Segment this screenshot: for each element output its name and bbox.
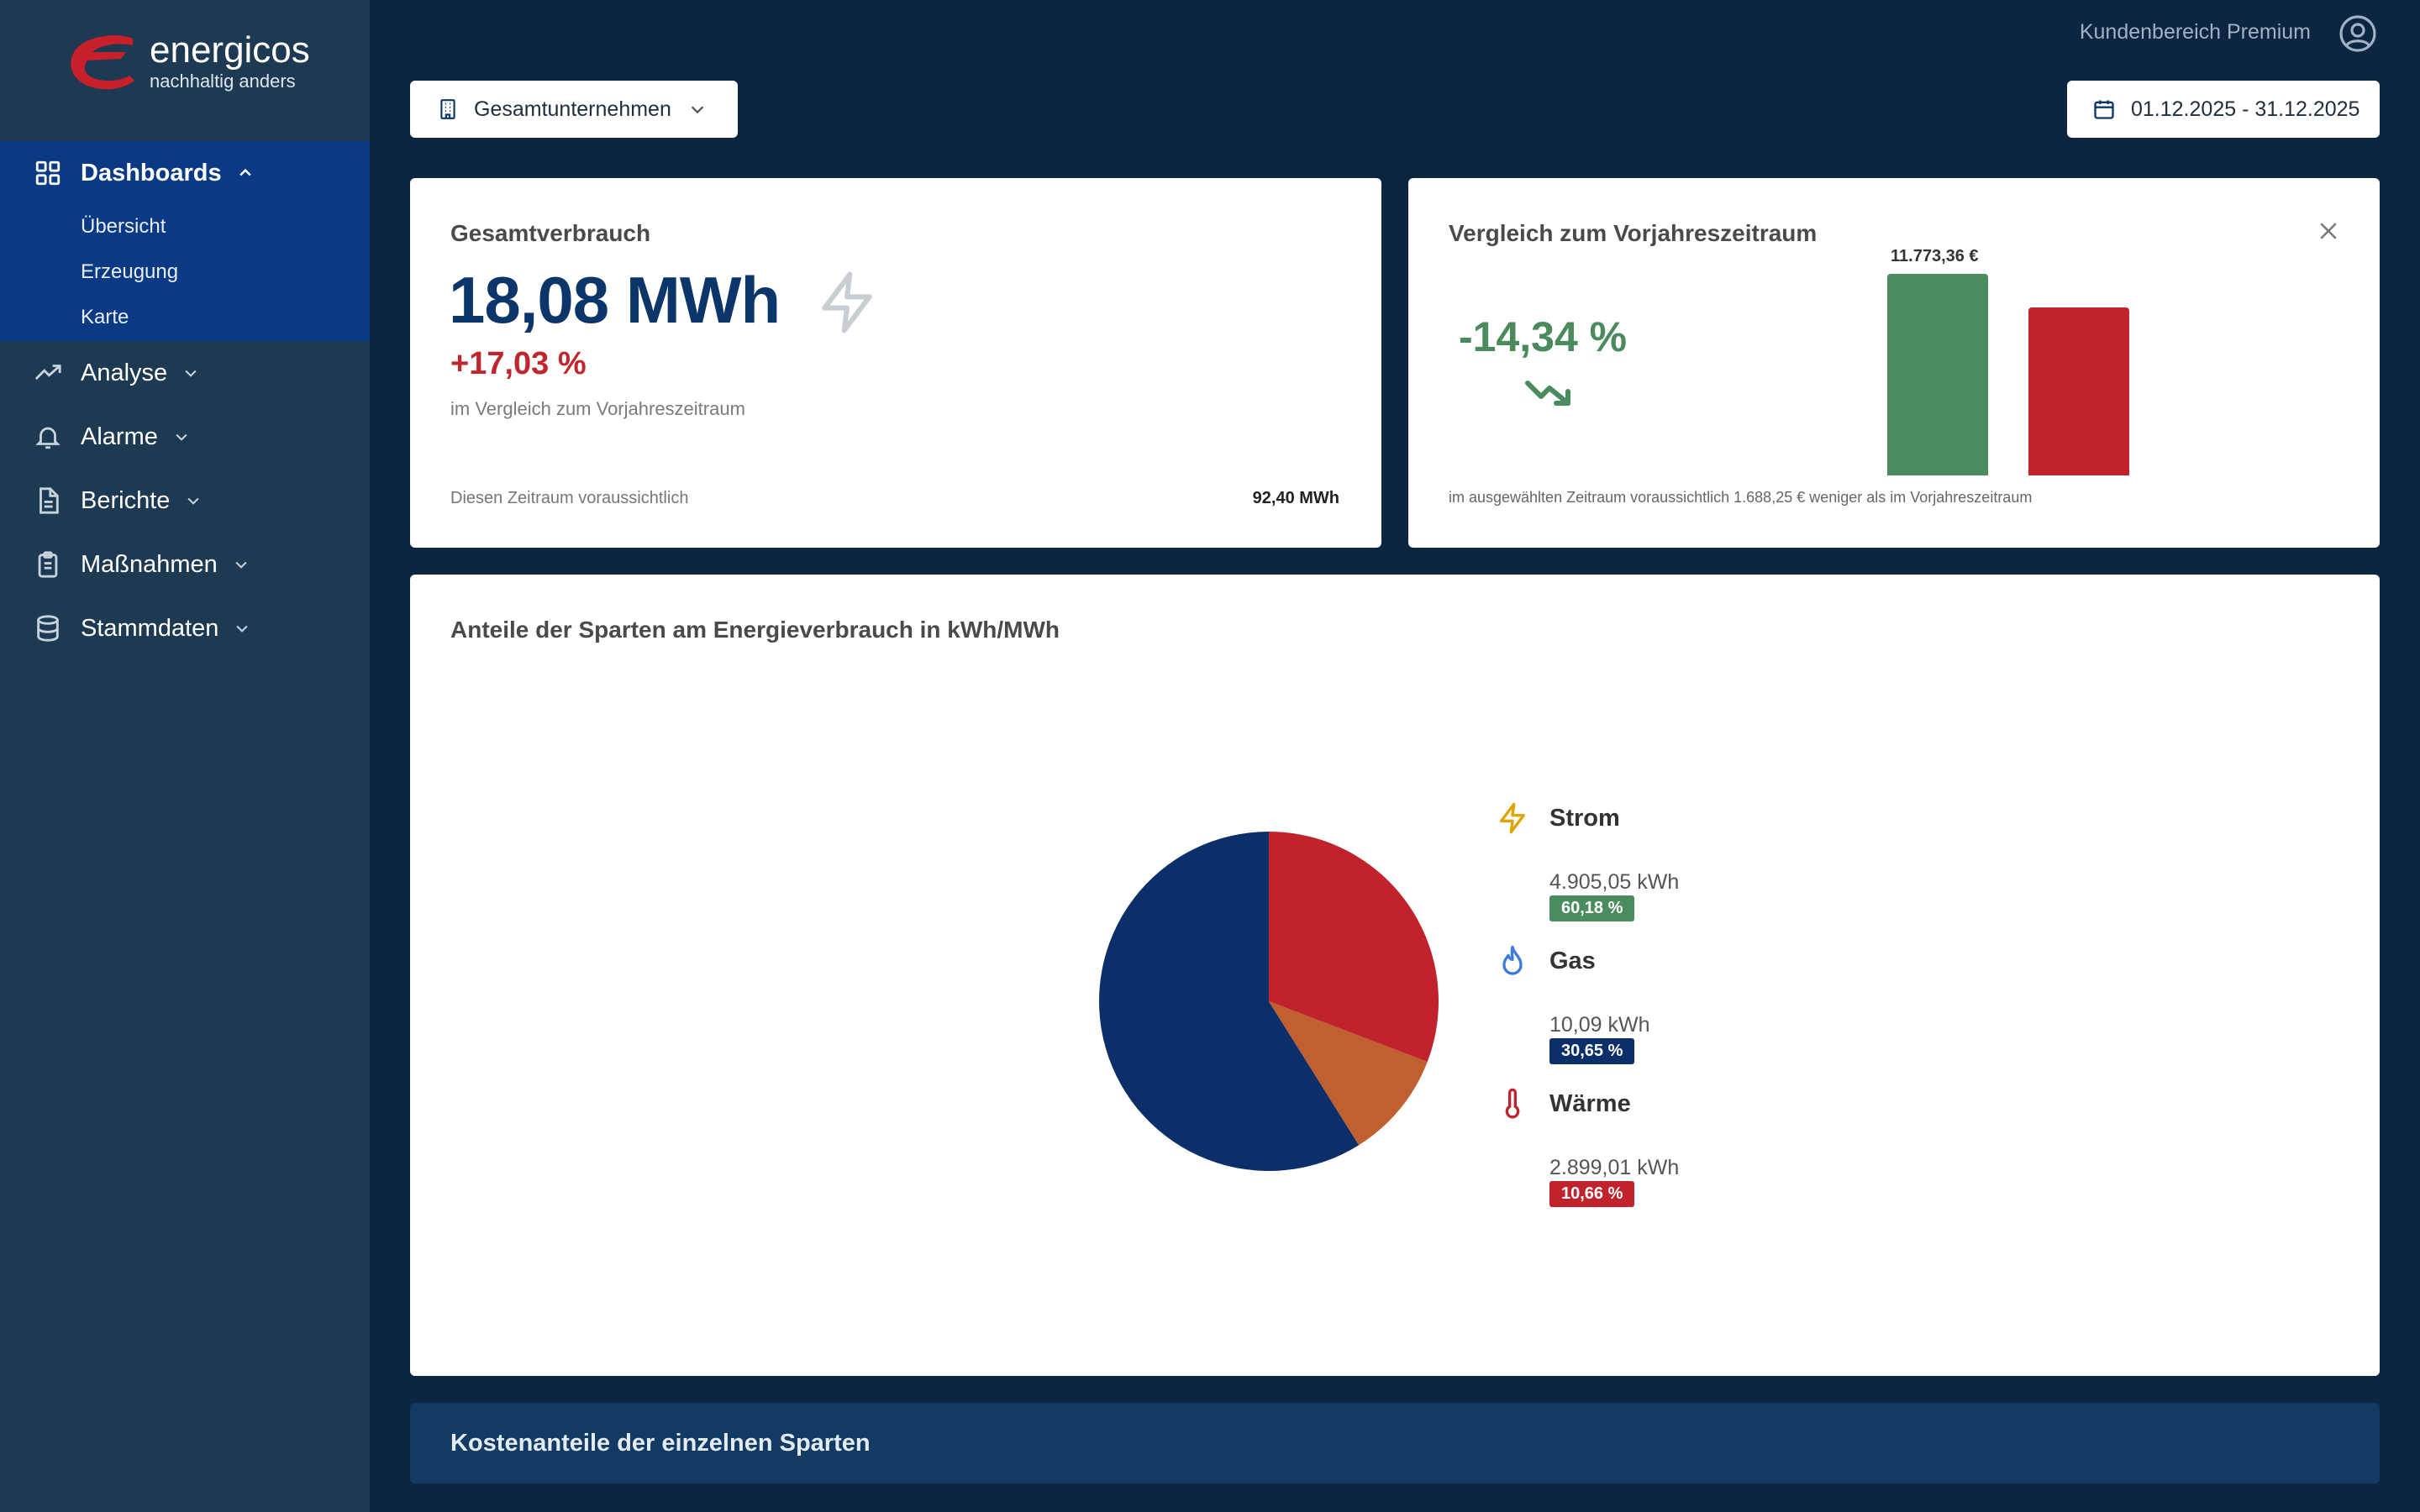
thermometer-icon xyxy=(1505,1088,1520,1119)
total-consumption-title: Gesamtverbrauch xyxy=(450,220,651,246)
nav-massnahmen[interactable]: Maßnahmen xyxy=(34,548,250,581)
grid-icon xyxy=(35,160,60,186)
legend-name: Gas xyxy=(1549,948,1596,974)
date-range-picker[interactable]: 01.12.2025 - 31.12.2025 xyxy=(2067,81,2380,138)
bar-current xyxy=(1887,274,1988,475)
forecast-value: 92,40 MWh xyxy=(1252,489,1339,507)
brand-logo[interactable]: energicos nachhaltig anders xyxy=(67,30,336,97)
chevron-up-icon xyxy=(239,168,251,176)
legend-value: 10,09 kWh xyxy=(1549,1013,1650,1037)
nav-stammdaten[interactable]: Stammdaten xyxy=(34,612,250,645)
nav-alarme-label: Alarme xyxy=(81,423,158,450)
trending-down-icon xyxy=(1525,381,1570,406)
nav-dashboards-group xyxy=(0,141,370,341)
total-consumption-value: 18,08 MWh xyxy=(449,263,781,337)
close-icon[interactable] xyxy=(2316,218,2341,244)
consumption-change-caption: im Vergleich zum Vorjahreszeitraum xyxy=(450,398,745,419)
bolt-icon xyxy=(1500,802,1525,834)
comparison-card: Vergleich zum Vorjahreszeitraum -14,34 %… xyxy=(1408,178,2380,548)
pie-slice-strom[interactable] xyxy=(1099,832,1360,1171)
bell-icon xyxy=(35,427,60,449)
brand-tagline: nachhaltig anders xyxy=(150,71,296,92)
comparison-note: im ausgewählten Zeitraum voraussichtlich… xyxy=(1449,489,2033,506)
bar-previous xyxy=(2028,307,2129,475)
brand-name: energicos xyxy=(150,29,310,71)
nav-dashboards-label: Dashboards xyxy=(81,159,222,186)
forecast-label: Diesen Zeitraum voraussichtlich xyxy=(450,489,689,507)
legend-value: 4.905,05 kWh xyxy=(1549,870,1680,894)
bar-value-label: 11.773,36 € xyxy=(1891,247,1979,265)
costs-title: Kostenanteile der einzelnen Sparten xyxy=(450,1430,871,1457)
comparison-title: Vergleich zum Vorjahreszeitraum xyxy=(1449,220,1818,246)
nav-stammdaten-label: Stammdaten xyxy=(81,614,219,642)
nav-sub-karte[interactable]: Karte xyxy=(81,306,129,328)
chevron-down-icon xyxy=(187,497,199,505)
legend-percent-badge: 30,65 % xyxy=(1549,1038,1635,1064)
nav-analyse-label: Analyse xyxy=(81,359,168,386)
nav-sub-erzeugung[interactable]: Erzeugung xyxy=(81,260,179,283)
pie-slice-gas[interactable] xyxy=(1269,1001,1428,1146)
trending-up-icon xyxy=(34,365,61,381)
comparison-change: -14,34 % xyxy=(1459,313,1628,360)
nav-analyse[interactable]: Analyse xyxy=(34,356,199,390)
chevron-down-icon xyxy=(176,433,187,441)
user-circle-icon[interactable] xyxy=(2338,13,2378,54)
nav-alarme[interactable]: Alarme xyxy=(34,420,190,454)
nav-massnahmen-label: Maßnahmen xyxy=(81,550,218,578)
legend-percent-badge: 10,66 % xyxy=(1549,1181,1635,1207)
sidebar: energicos nachhaltig anders Dashboards Ü… xyxy=(0,0,370,1512)
chevron-down-icon xyxy=(185,370,197,377)
pie-chart xyxy=(1099,832,1439,1171)
building-icon xyxy=(440,99,455,119)
file-text-icon xyxy=(39,487,59,514)
calendar-icon xyxy=(2094,100,2114,119)
company-select-value: Gesamtunternehmen xyxy=(474,97,671,121)
logo-mark-icon xyxy=(71,35,134,90)
chevron-down-icon xyxy=(236,625,248,633)
date-range-value: 01.12.2025 - 31.12.2025 xyxy=(2131,97,2360,121)
legend-value: 2.899,01 kWh xyxy=(1549,1156,1680,1179)
share-card: Anteile der Sparten am Energieverbrauch … xyxy=(410,575,2380,1376)
flame-icon xyxy=(1502,945,1523,975)
bolt-icon xyxy=(822,271,872,333)
pie-slice-wärme[interactable] xyxy=(1269,832,1439,1062)
legend-percent-badge: 60,18 % xyxy=(1549,895,1635,921)
nav-dashboards[interactable]: Dashboards xyxy=(34,156,254,190)
clipboard-icon xyxy=(38,551,58,578)
nav-sub-uebersicht[interactable]: Übersicht xyxy=(81,215,166,238)
chevron-down-icon xyxy=(235,561,247,569)
consumption-change: +17,03 % xyxy=(450,346,587,381)
costs-card[interactable]: Kostenanteile der einzelnen Sparten xyxy=(410,1403,2380,1483)
share-title: Anteile der Sparten am Energieverbrauch … xyxy=(450,617,1060,643)
database-icon xyxy=(37,615,59,642)
user-area-label[interactable]: Kundenbereich Premium xyxy=(2079,20,2311,44)
nav-berichte-label: Berichte xyxy=(81,486,171,514)
company-select[interactable]: Gesamtunternehmen xyxy=(410,81,738,138)
chevron-down-icon xyxy=(691,106,704,114)
nav-berichte[interactable]: Berichte xyxy=(34,484,202,517)
legend-name: Strom xyxy=(1549,805,1620,832)
legend-name: Wärme xyxy=(1549,1090,1631,1117)
total-consumption-card: Gesamtverbrauch 18,08 MWh +17,03 % im Ve… xyxy=(410,178,1381,548)
